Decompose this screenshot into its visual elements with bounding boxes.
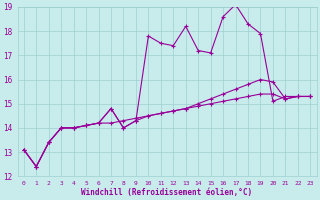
X-axis label: Windchill (Refroidissement éolien,°C): Windchill (Refroidissement éolien,°C) [82,188,252,197]
